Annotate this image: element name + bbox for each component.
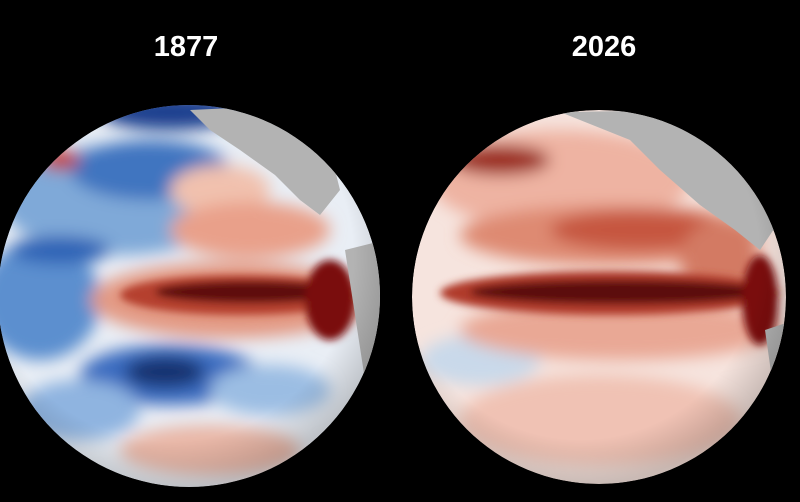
panel-label: 2026 <box>572 31 637 63</box>
panel-label: 1877 <box>154 31 219 63</box>
globe-1877 <box>0 105 380 487</box>
globe-2026 <box>412 110 786 484</box>
